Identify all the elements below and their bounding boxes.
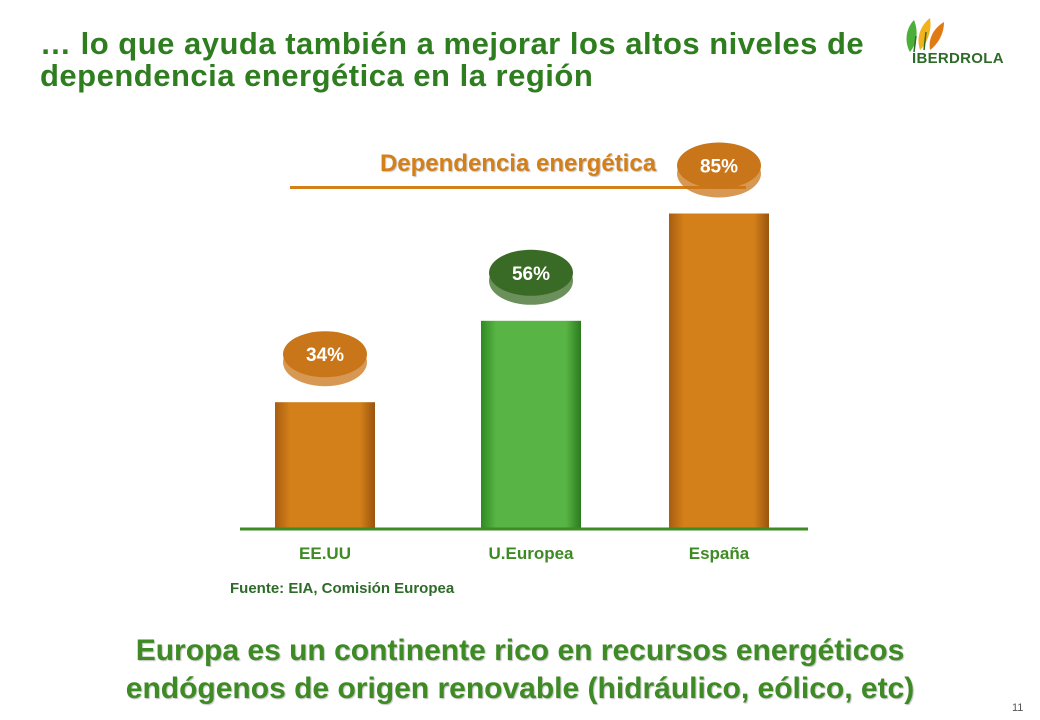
data-label-badge (283, 331, 367, 387)
conclusion-line-2: endógenos de origen renovable (hidráulic… (125, 672, 915, 705)
category-label: España (689, 544, 750, 563)
category-label: EE.UU (299, 544, 351, 563)
chart-title-rule (290, 186, 746, 189)
iberdrola-logo: IBERDROLA (900, 14, 1020, 74)
conclusion-line-1: Europa es un continente rico en recursos… (135, 634, 905, 667)
bar-ee-uu (275, 402, 375, 528)
logo-leaves-icon (906, 18, 944, 53)
conclusion-text: Europa es un continente rico en recursos… (0, 632, 1040, 708)
logo-wordmark: IBERDROLA (912, 50, 1004, 67)
data-label: 85% (700, 157, 738, 178)
page-number: 11 (1012, 702, 1024, 714)
chart-title: Dependencia energética (379, 150, 657, 177)
data-label: 34% (306, 345, 344, 366)
slide-title: … lo que ayuda también a mejorar los alt… (40, 26, 865, 93)
bar-espa-a (669, 213, 769, 528)
data-label-badge (677, 142, 761, 198)
data-label: 56% (512, 264, 550, 285)
data-label-badge (489, 249, 573, 305)
category-label: U.Europea (488, 544, 574, 563)
source-note: Fuente: EIA, Comisión Europea (230, 580, 455, 597)
bar-u-europea (481, 320, 581, 528)
